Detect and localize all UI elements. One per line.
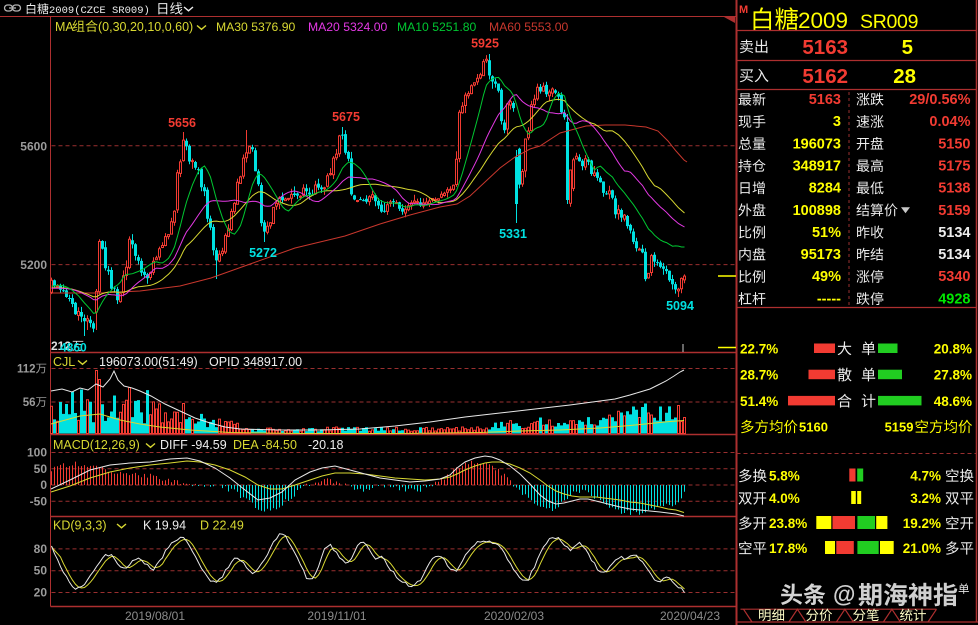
svg-text:0.04%: 0.04% xyxy=(929,114,970,130)
svg-text:22.7%: 22.7% xyxy=(740,342,778,357)
svg-text:5600: 5600 xyxy=(20,140,47,154)
svg-text:2020/04/23: 2020/04/23 xyxy=(660,609,720,623)
svg-text:8284: 8284 xyxy=(809,181,841,197)
svg-text:MA30 5376.90: MA30 5376.90 xyxy=(216,20,296,34)
svg-text:28.7%: 28.7% xyxy=(740,368,778,383)
svg-text:19.2%: 19.2% xyxy=(903,516,941,531)
svg-text:49%: 49% xyxy=(812,269,841,285)
svg-text:5.8%: 5.8% xyxy=(769,469,800,484)
svg-text:20: 20 xyxy=(34,586,48,600)
svg-text:2019/11/01: 2019/11/01 xyxy=(307,609,366,623)
svg-text:51%: 51% xyxy=(812,225,841,241)
svg-text:SR009: SR009 xyxy=(860,11,918,33)
svg-text:DIFF -94.59: DIFF -94.59 xyxy=(160,438,227,452)
svg-text:-50: -50 xyxy=(30,494,48,508)
svg-text:5675: 5675 xyxy=(332,110,360,124)
svg-text:5: 5 xyxy=(902,36,913,59)
svg-text:80: 80 xyxy=(34,542,48,556)
svg-text:348917: 348917 xyxy=(793,158,841,174)
svg-text:M: M xyxy=(739,4,748,16)
svg-text:2009(CZCE SR009): 2009(CZCE SR009) xyxy=(49,5,150,17)
svg-text:2009: 2009 xyxy=(798,8,848,33)
svg-text:28: 28 xyxy=(893,65,916,88)
svg-text:5094: 5094 xyxy=(666,299,694,313)
svg-text:56: 56 xyxy=(23,397,36,409)
svg-text:5163: 5163 xyxy=(809,92,841,108)
svg-text:5340: 5340 xyxy=(938,269,970,285)
svg-text:K 19.94: K 19.94 xyxy=(143,519,186,533)
svg-text:5150: 5150 xyxy=(938,136,970,152)
svg-text:5656: 5656 xyxy=(168,116,196,130)
svg-text:5159: 5159 xyxy=(938,203,970,219)
svg-text:2019/08/01: 2019/08/01 xyxy=(125,609,185,623)
svg-text:MA10 5251.80: MA10 5251.80 xyxy=(397,20,477,34)
svg-text:5162: 5162 xyxy=(802,65,848,88)
svg-text:5272: 5272 xyxy=(249,246,277,260)
svg-text:@: @ xyxy=(833,581,855,607)
svg-text:0: 0 xyxy=(40,478,47,492)
svg-text:MA: MA xyxy=(55,20,74,34)
svg-text:196073: 196073 xyxy=(793,136,841,152)
svg-text:4928: 4928 xyxy=(938,291,970,307)
svg-text:CJL: CJL xyxy=(53,355,75,369)
svg-text:20.8%: 20.8% xyxy=(934,342,972,357)
svg-text:29/0.56%: 29/0.56% xyxy=(909,92,970,108)
svg-text:MA20 5324.00: MA20 5324.00 xyxy=(308,20,388,34)
svg-text:KD(9,3,3): KD(9,3,3) xyxy=(53,519,107,533)
svg-text:(0,30,20,10,0,60): (0,30,20,10,0,60) xyxy=(98,20,193,34)
svg-text:51.4%: 51.4% xyxy=(740,394,778,409)
svg-text:MA60 5553.00: MA60 5553.00 xyxy=(489,20,569,34)
svg-text:5331: 5331 xyxy=(499,227,527,241)
svg-text:100898: 100898 xyxy=(793,203,841,219)
svg-text:5134: 5134 xyxy=(938,247,970,263)
svg-text:23.8%: 23.8% xyxy=(769,516,807,531)
svg-text:3: 3 xyxy=(833,114,841,130)
svg-text:MACD(12,26,9): MACD(12,26,9) xyxy=(53,438,140,452)
svg-text:95173: 95173 xyxy=(801,247,841,263)
svg-text:17.8%: 17.8% xyxy=(769,541,807,556)
svg-text:5159: 5159 xyxy=(885,420,914,435)
svg-text:5134: 5134 xyxy=(938,225,970,241)
svg-text:212: 212 xyxy=(51,339,71,353)
svg-text:5138: 5138 xyxy=(938,181,970,197)
svg-text:2020/02/03: 2020/02/03 xyxy=(484,609,544,623)
svg-text:5925: 5925 xyxy=(471,37,499,51)
svg-text:-20.18: -20.18 xyxy=(308,438,343,452)
svg-text:5175: 5175 xyxy=(938,158,970,174)
svg-text:3.2%: 3.2% xyxy=(910,491,941,506)
svg-text:50: 50 xyxy=(34,462,48,476)
svg-text:D 22.49: D 22.49 xyxy=(200,519,244,533)
svg-text:OPID 348917.00: OPID 348917.00 xyxy=(209,355,302,369)
svg-text:21.0%: 21.0% xyxy=(903,541,941,556)
svg-text:112: 112 xyxy=(17,364,36,376)
svg-text:4860: 4860 xyxy=(60,341,87,355)
svg-text:4.7%: 4.7% xyxy=(910,469,941,484)
svg-text:4.0%: 4.0% xyxy=(769,491,800,506)
svg-text:5200: 5200 xyxy=(20,258,47,272)
svg-text:5160: 5160 xyxy=(799,420,828,435)
svg-text:196073.00(51:49): 196073.00(51:49) xyxy=(99,355,198,369)
svg-text:5163: 5163 xyxy=(802,36,848,59)
svg-text:27.8%: 27.8% xyxy=(934,368,972,383)
svg-text:50: 50 xyxy=(34,564,48,578)
svg-text:100: 100 xyxy=(27,446,47,460)
svg-text:48.6%: 48.6% xyxy=(934,394,972,409)
svg-text:DEA -84.50: DEA -84.50 xyxy=(233,438,297,452)
svg-text:-----: ----- xyxy=(817,291,841,307)
